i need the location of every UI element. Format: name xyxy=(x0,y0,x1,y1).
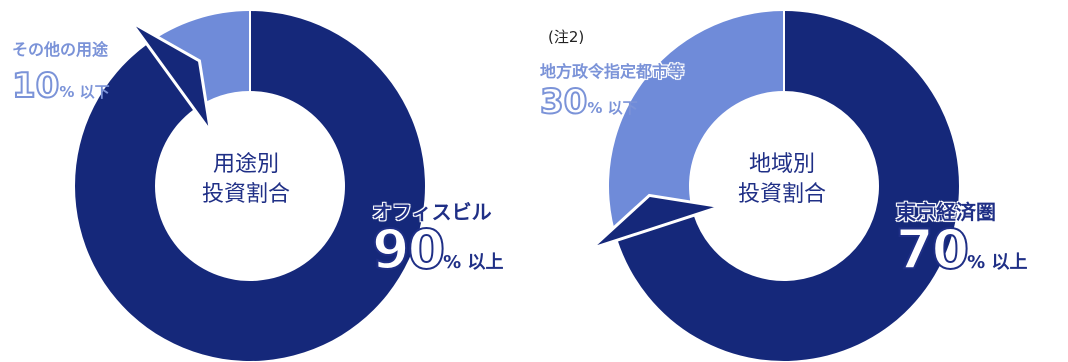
unit-below: % 以下 xyxy=(59,83,110,101)
center-label-usage: 用途別 投資割合 xyxy=(186,150,306,210)
slice-value-other-uses: 10% 以下 xyxy=(11,65,110,107)
slice-地方政令指定都市等 xyxy=(608,11,784,241)
slice-label-regional-cities: 地方政令指定都市等 xyxy=(540,62,685,81)
unit-below: % 以下 xyxy=(587,99,638,117)
arrow-head xyxy=(589,193,721,251)
slice-東京経済圏 xyxy=(617,11,959,361)
slice-label-other-uses: その他の用途 xyxy=(12,40,109,59)
center-label-line2: 投資割合 xyxy=(737,182,826,207)
slice-value-tokyo-area: 70% 以上 xyxy=(895,217,1028,282)
slice-label-office: オフィスビル xyxy=(372,200,492,224)
note-marker: (注2) xyxy=(548,28,585,46)
slice-value-office: 90% 以上 xyxy=(371,217,504,282)
value-30: 30 xyxy=(539,81,588,123)
center-label-line1: 用途別 xyxy=(212,152,279,177)
unit-above: % 以上 xyxy=(967,252,1028,273)
slice-オフィスビル xyxy=(75,11,426,361)
donut-chart-region xyxy=(589,10,959,361)
value-90: 90 xyxy=(371,217,446,282)
unit-above: % 以上 xyxy=(443,252,504,273)
slice-value-regional-cities: 30% 以下 xyxy=(539,81,638,123)
donut-chart-usage xyxy=(75,10,426,361)
slice-label-tokyo-area: 東京経済圏 xyxy=(896,200,996,224)
center-label-line1: 地域別 xyxy=(748,152,815,177)
value-10: 10 xyxy=(11,65,60,107)
center-label-line2: 投資割合 xyxy=(201,182,290,207)
center-label-region: 地域別 投資割合 xyxy=(722,150,842,210)
arrow-head xyxy=(129,20,213,133)
value-70: 70 xyxy=(895,217,970,282)
